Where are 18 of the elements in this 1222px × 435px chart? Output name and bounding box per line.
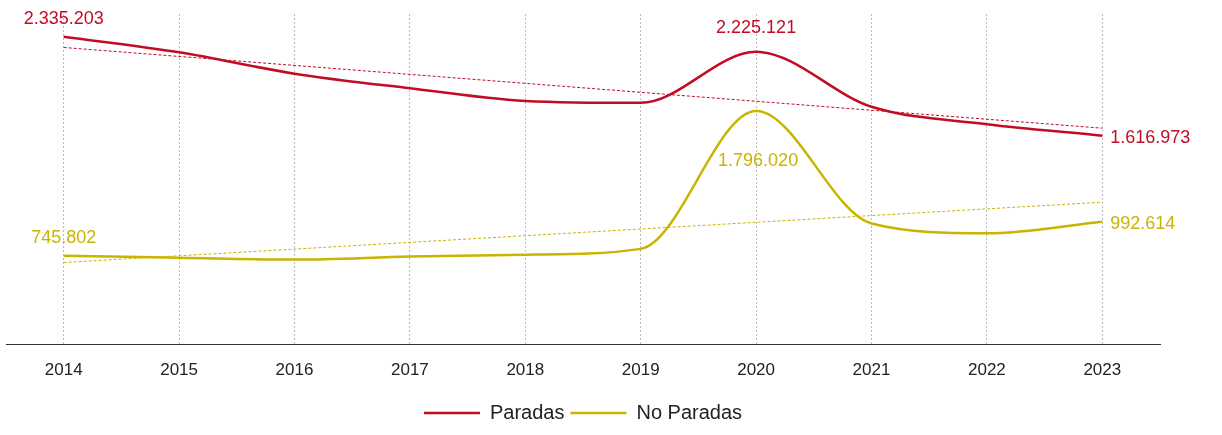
x-tick-label: 2018 (506, 360, 545, 380)
x-tick-label: 2019 (621, 360, 660, 380)
x-tick-label: 2015 (160, 360, 199, 380)
x-tick-label: 2020 (737, 360, 776, 380)
x-tick-label: 2021 (852, 360, 891, 380)
x-tick-label: 2022 (967, 360, 1006, 380)
x-tick-label: 2023 (1083, 360, 1122, 380)
data-label: 1.616.973 (1110, 126, 1191, 147)
data-label: 745.802 (31, 226, 97, 247)
legend-label: Paradas (489, 400, 565, 423)
data-label: 992.614 (1110, 212, 1176, 233)
legend-label: No Paradas (636, 400, 743, 423)
data-label: 1.796.020 (718, 149, 799, 170)
data-label: 2.335.203 (23, 7, 104, 28)
x-tick-label: 2016 (275, 360, 314, 380)
x-tick-label: 2014 (44, 360, 83, 380)
data-label: 2.225.121 (716, 16, 797, 37)
x-tick-label: 2017 (390, 360, 429, 380)
